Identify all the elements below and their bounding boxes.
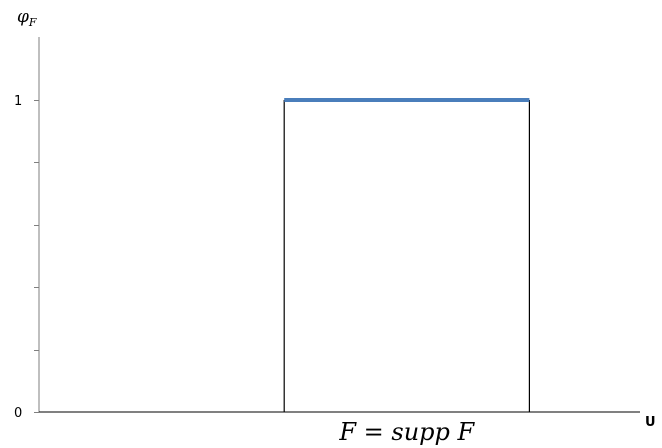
y-tick-label: 0 bbox=[14, 406, 22, 421]
y-axis-title: φF bbox=[17, 7, 37, 29]
y-tick-labels: 01 bbox=[14, 94, 22, 421]
y-ticks bbox=[34, 100, 39, 413]
y-tick-label: 1 bbox=[14, 94, 22, 109]
x-axis-title: U bbox=[645, 415, 656, 430]
y-axis-title-base: φ bbox=[17, 7, 29, 27]
y-axis-title-sub: F bbox=[28, 16, 37, 29]
support-annotation: F = supp F bbox=[338, 418, 475, 446]
